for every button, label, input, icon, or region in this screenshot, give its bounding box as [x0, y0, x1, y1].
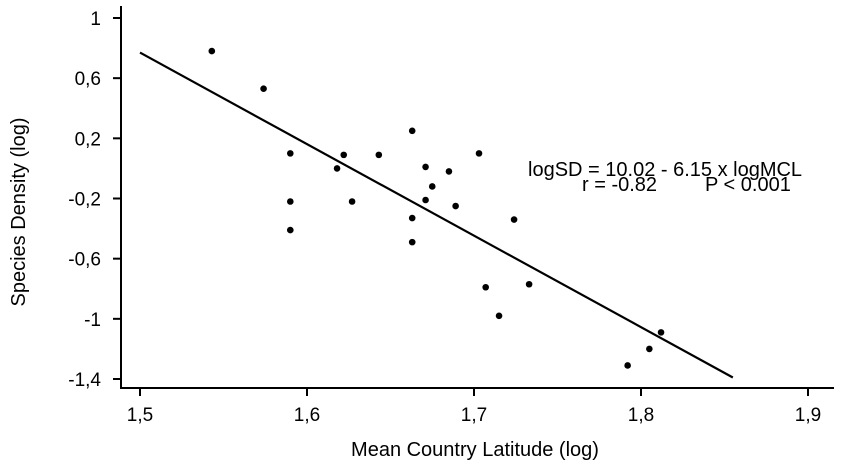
data-point — [525, 280, 533, 288]
y-tick-label: 1 — [90, 9, 101, 30]
x-tick-label: 1,6 — [294, 405, 320, 426]
data-point — [624, 362, 631, 369]
y-ticks: 1 0,6 0,2 -0,2 -0,6 -1 -1,4 — [68, 9, 121, 391]
data-point — [495, 312, 503, 320]
data-point — [287, 198, 294, 205]
data-point — [657, 329, 665, 336]
regression-line-group — [139, 51, 734, 379]
data-point — [445, 168, 453, 175]
data-point — [646, 345, 653, 353]
x-ticks: 1,5 1,6 1,7 1,8 1,9 — [127, 388, 821, 426]
data-point — [348, 198, 356, 205]
regression-equation: logSD = 10.02 - 6.15 x logMCL — [528, 159, 802, 181]
y-tick-label: -0,6 — [68, 250, 101, 271]
data-point — [408, 238, 416, 246]
data-point — [340, 151, 348, 159]
data-point — [408, 214, 416, 222]
y-tick-label: -1,4 — [68, 370, 101, 391]
data-point — [260, 85, 267, 92]
data-point — [333, 165, 341, 172]
data-points — [208, 47, 665, 369]
data-point — [482, 283, 489, 291]
x-tick-label: 1,9 — [795, 405, 821, 426]
axes — [120, 6, 834, 389]
data-point — [422, 163, 429, 171]
y-tick-label: 0,2 — [75, 129, 101, 150]
data-point — [375, 151, 383, 159]
x-tick-label: 1,7 — [461, 405, 487, 426]
data-point — [428, 183, 436, 190]
y-axis-title: Species Density (log) — [8, 118, 30, 307]
data-point — [208, 47, 216, 55]
y-tick-label: 0,6 — [75, 69, 101, 90]
correlation-coefficient: r = -0.82 — [582, 174, 657, 196]
data-point — [287, 226, 294, 234]
data-point — [452, 202, 459, 210]
y-tick-label: -0,2 — [68, 190, 101, 211]
y-tick-label: -1 — [84, 310, 101, 331]
x-axis-title: Mean Country Latitude (log) — [351, 439, 599, 461]
x-tick-label: 1,8 — [628, 405, 654, 426]
data-point — [475, 150, 483, 157]
data-point — [510, 216, 518, 223]
data-point — [287, 150, 294, 157]
p-value: P < 0.001 — [705, 174, 791, 196]
x-tick-label: 1,5 — [127, 405, 153, 426]
data-point — [408, 127, 416, 135]
regression-line — [139, 51, 734, 379]
data-point — [422, 196, 429, 204]
